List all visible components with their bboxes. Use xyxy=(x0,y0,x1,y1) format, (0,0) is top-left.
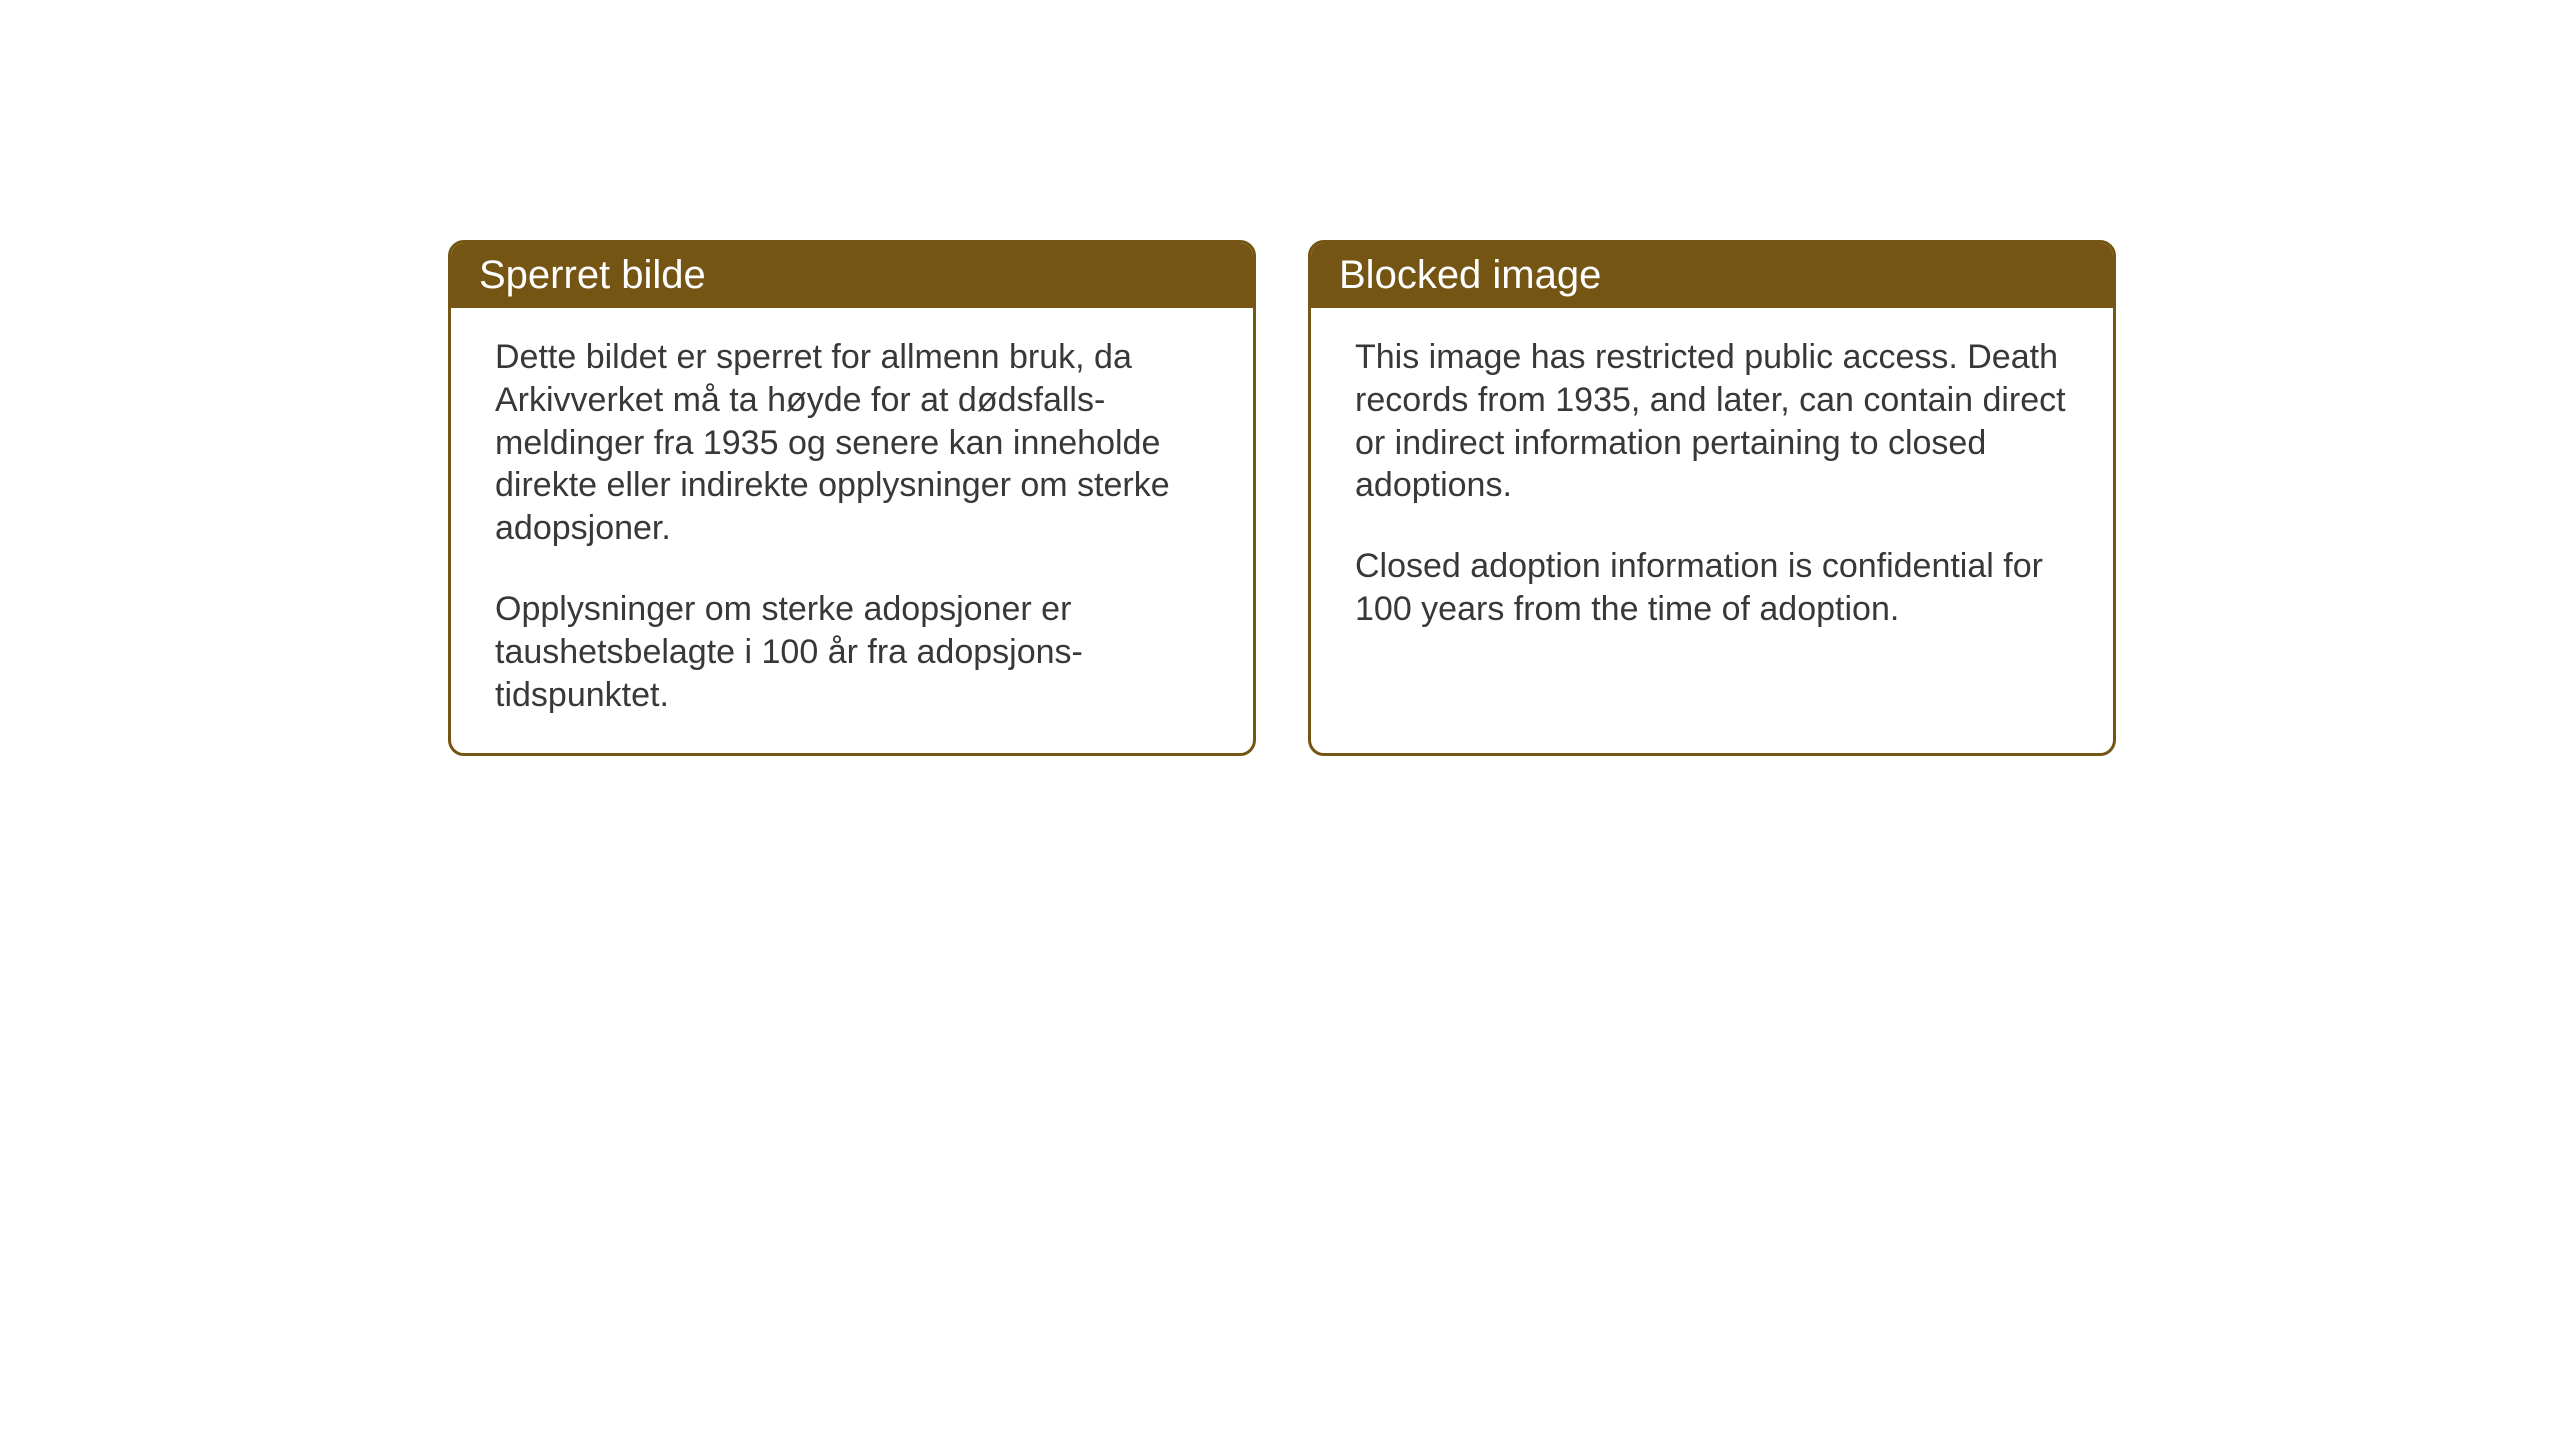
notice-paragraph-2-norwegian: Opplysninger om sterke adopsjoner er tau… xyxy=(495,588,1209,716)
notice-title-english: Blocked image xyxy=(1339,253,1601,297)
notice-title-norwegian: Sperret bilde xyxy=(479,253,706,297)
notice-header-norwegian: Sperret bilde xyxy=(451,243,1253,308)
notice-paragraph-2-english: Closed adoption information is confident… xyxy=(1355,545,2069,631)
notice-body-english: This image has restricted public access.… xyxy=(1311,308,2113,667)
notice-header-english: Blocked image xyxy=(1311,243,2113,308)
notice-body-norwegian: Dette bildet er sperret for allmenn bruk… xyxy=(451,308,1253,753)
notice-container: Sperret bilde Dette bildet er sperret fo… xyxy=(448,240,2116,756)
notice-paragraph-1-norwegian: Dette bildet er sperret for allmenn bruk… xyxy=(495,336,1209,550)
notice-paragraph-1-english: This image has restricted public access.… xyxy=(1355,336,2069,507)
notice-box-norwegian: Sperret bilde Dette bildet er sperret fo… xyxy=(448,240,1256,756)
notice-box-english: Blocked image This image has restricted … xyxy=(1308,240,2116,756)
